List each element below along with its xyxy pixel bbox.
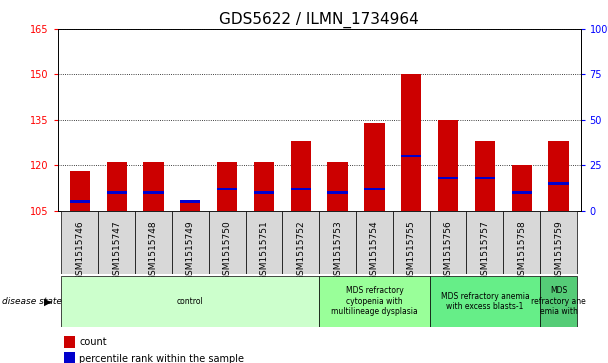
FancyBboxPatch shape (209, 211, 246, 274)
Bar (364, 123, 384, 211)
Bar (217, 162, 237, 211)
FancyBboxPatch shape (135, 211, 172, 274)
Text: GSM1515759: GSM1515759 (554, 220, 563, 281)
Bar (217, 188, 237, 190)
Text: GSM1515758: GSM1515758 (517, 220, 526, 281)
Bar (328, 191, 348, 193)
Bar (401, 74, 421, 211)
Text: GSM1515746: GSM1515746 (75, 220, 85, 281)
FancyBboxPatch shape (98, 211, 135, 274)
Text: disease state: disease state (2, 297, 61, 306)
FancyBboxPatch shape (319, 211, 356, 274)
FancyBboxPatch shape (540, 211, 577, 274)
Bar (143, 162, 164, 211)
Bar (364, 188, 384, 190)
Text: percentile rank within the sample: percentile rank within the sample (79, 354, 244, 363)
Text: GSM1515756: GSM1515756 (444, 220, 452, 281)
FancyBboxPatch shape (503, 211, 540, 274)
Text: count: count (79, 337, 106, 347)
FancyBboxPatch shape (393, 211, 430, 274)
FancyBboxPatch shape (540, 276, 577, 327)
Bar (438, 120, 458, 211)
Bar (511, 165, 532, 211)
Bar (291, 141, 311, 211)
Text: GSM1515751: GSM1515751 (260, 220, 269, 281)
Bar (438, 177, 458, 179)
Bar (106, 162, 127, 211)
Bar (401, 155, 421, 157)
Bar (511, 191, 532, 193)
FancyBboxPatch shape (61, 211, 98, 274)
Bar (291, 188, 311, 190)
Bar (548, 182, 568, 184)
Title: GDS5622 / ILMN_1734964: GDS5622 / ILMN_1734964 (219, 12, 419, 28)
FancyBboxPatch shape (356, 211, 393, 274)
FancyBboxPatch shape (430, 211, 466, 274)
Text: MDS
refractory ane
emia with: MDS refractory ane emia with (531, 286, 586, 316)
Bar (548, 141, 568, 211)
FancyBboxPatch shape (430, 276, 540, 327)
Text: GSM1515755: GSM1515755 (407, 220, 416, 281)
FancyBboxPatch shape (319, 276, 430, 327)
FancyBboxPatch shape (282, 211, 319, 274)
Text: GSM1515757: GSM1515757 (480, 220, 489, 281)
Bar (70, 200, 90, 203)
Bar (70, 171, 90, 211)
Text: MDS refractory anemia
with excess blasts-1: MDS refractory anemia with excess blasts… (441, 291, 530, 311)
FancyBboxPatch shape (246, 211, 282, 274)
FancyBboxPatch shape (61, 276, 319, 327)
Bar (106, 191, 127, 193)
Bar (475, 141, 495, 211)
Text: GSM1515748: GSM1515748 (149, 220, 158, 281)
Bar (254, 162, 274, 211)
Text: GSM1515754: GSM1515754 (370, 220, 379, 281)
Text: GSM1515752: GSM1515752 (296, 220, 305, 281)
Text: MDS refractory
cytopenia with
multilineage dysplasia: MDS refractory cytopenia with multilinea… (331, 286, 418, 316)
FancyBboxPatch shape (466, 211, 503, 274)
Text: control: control (177, 297, 204, 306)
Bar (180, 201, 201, 211)
Text: ▶: ▶ (44, 296, 52, 306)
Text: GSM1515753: GSM1515753 (333, 220, 342, 281)
Text: GSM1515750: GSM1515750 (223, 220, 232, 281)
Bar (180, 200, 201, 203)
Text: GSM1515749: GSM1515749 (186, 220, 195, 281)
Bar (475, 177, 495, 179)
Text: GSM1515747: GSM1515747 (112, 220, 121, 281)
Bar (254, 191, 274, 193)
FancyBboxPatch shape (172, 211, 209, 274)
Bar (143, 191, 164, 193)
Bar (328, 162, 348, 211)
